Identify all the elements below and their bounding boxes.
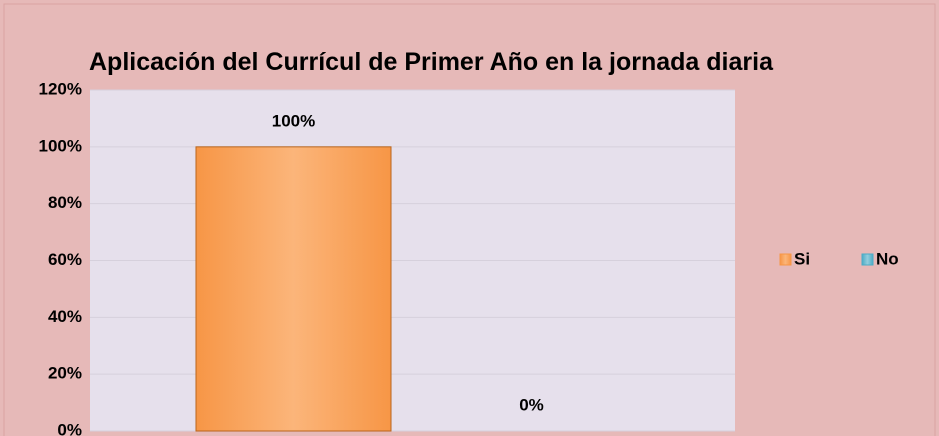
y-tick-label: 20% xyxy=(48,364,82,383)
bar xyxy=(195,146,392,432)
y-tick-label: 80% xyxy=(48,193,82,212)
data-label: 0% xyxy=(519,395,544,414)
y-tick-label: 0% xyxy=(57,420,82,436)
legend-swatch xyxy=(779,253,792,266)
chart-border xyxy=(3,3,936,436)
y-tick-label: 100% xyxy=(39,136,82,155)
y-tick-label: 120% xyxy=(39,79,82,98)
chart-title: Aplicación del Currícul de Primer Año en… xyxy=(89,48,773,76)
data-label: 100% xyxy=(272,111,315,130)
legend-swatch xyxy=(861,253,874,266)
y-tick-label: 40% xyxy=(48,307,82,326)
legend-label: Si xyxy=(794,249,810,268)
legend-label: No xyxy=(876,249,899,268)
y-tick-label: 60% xyxy=(48,250,82,269)
